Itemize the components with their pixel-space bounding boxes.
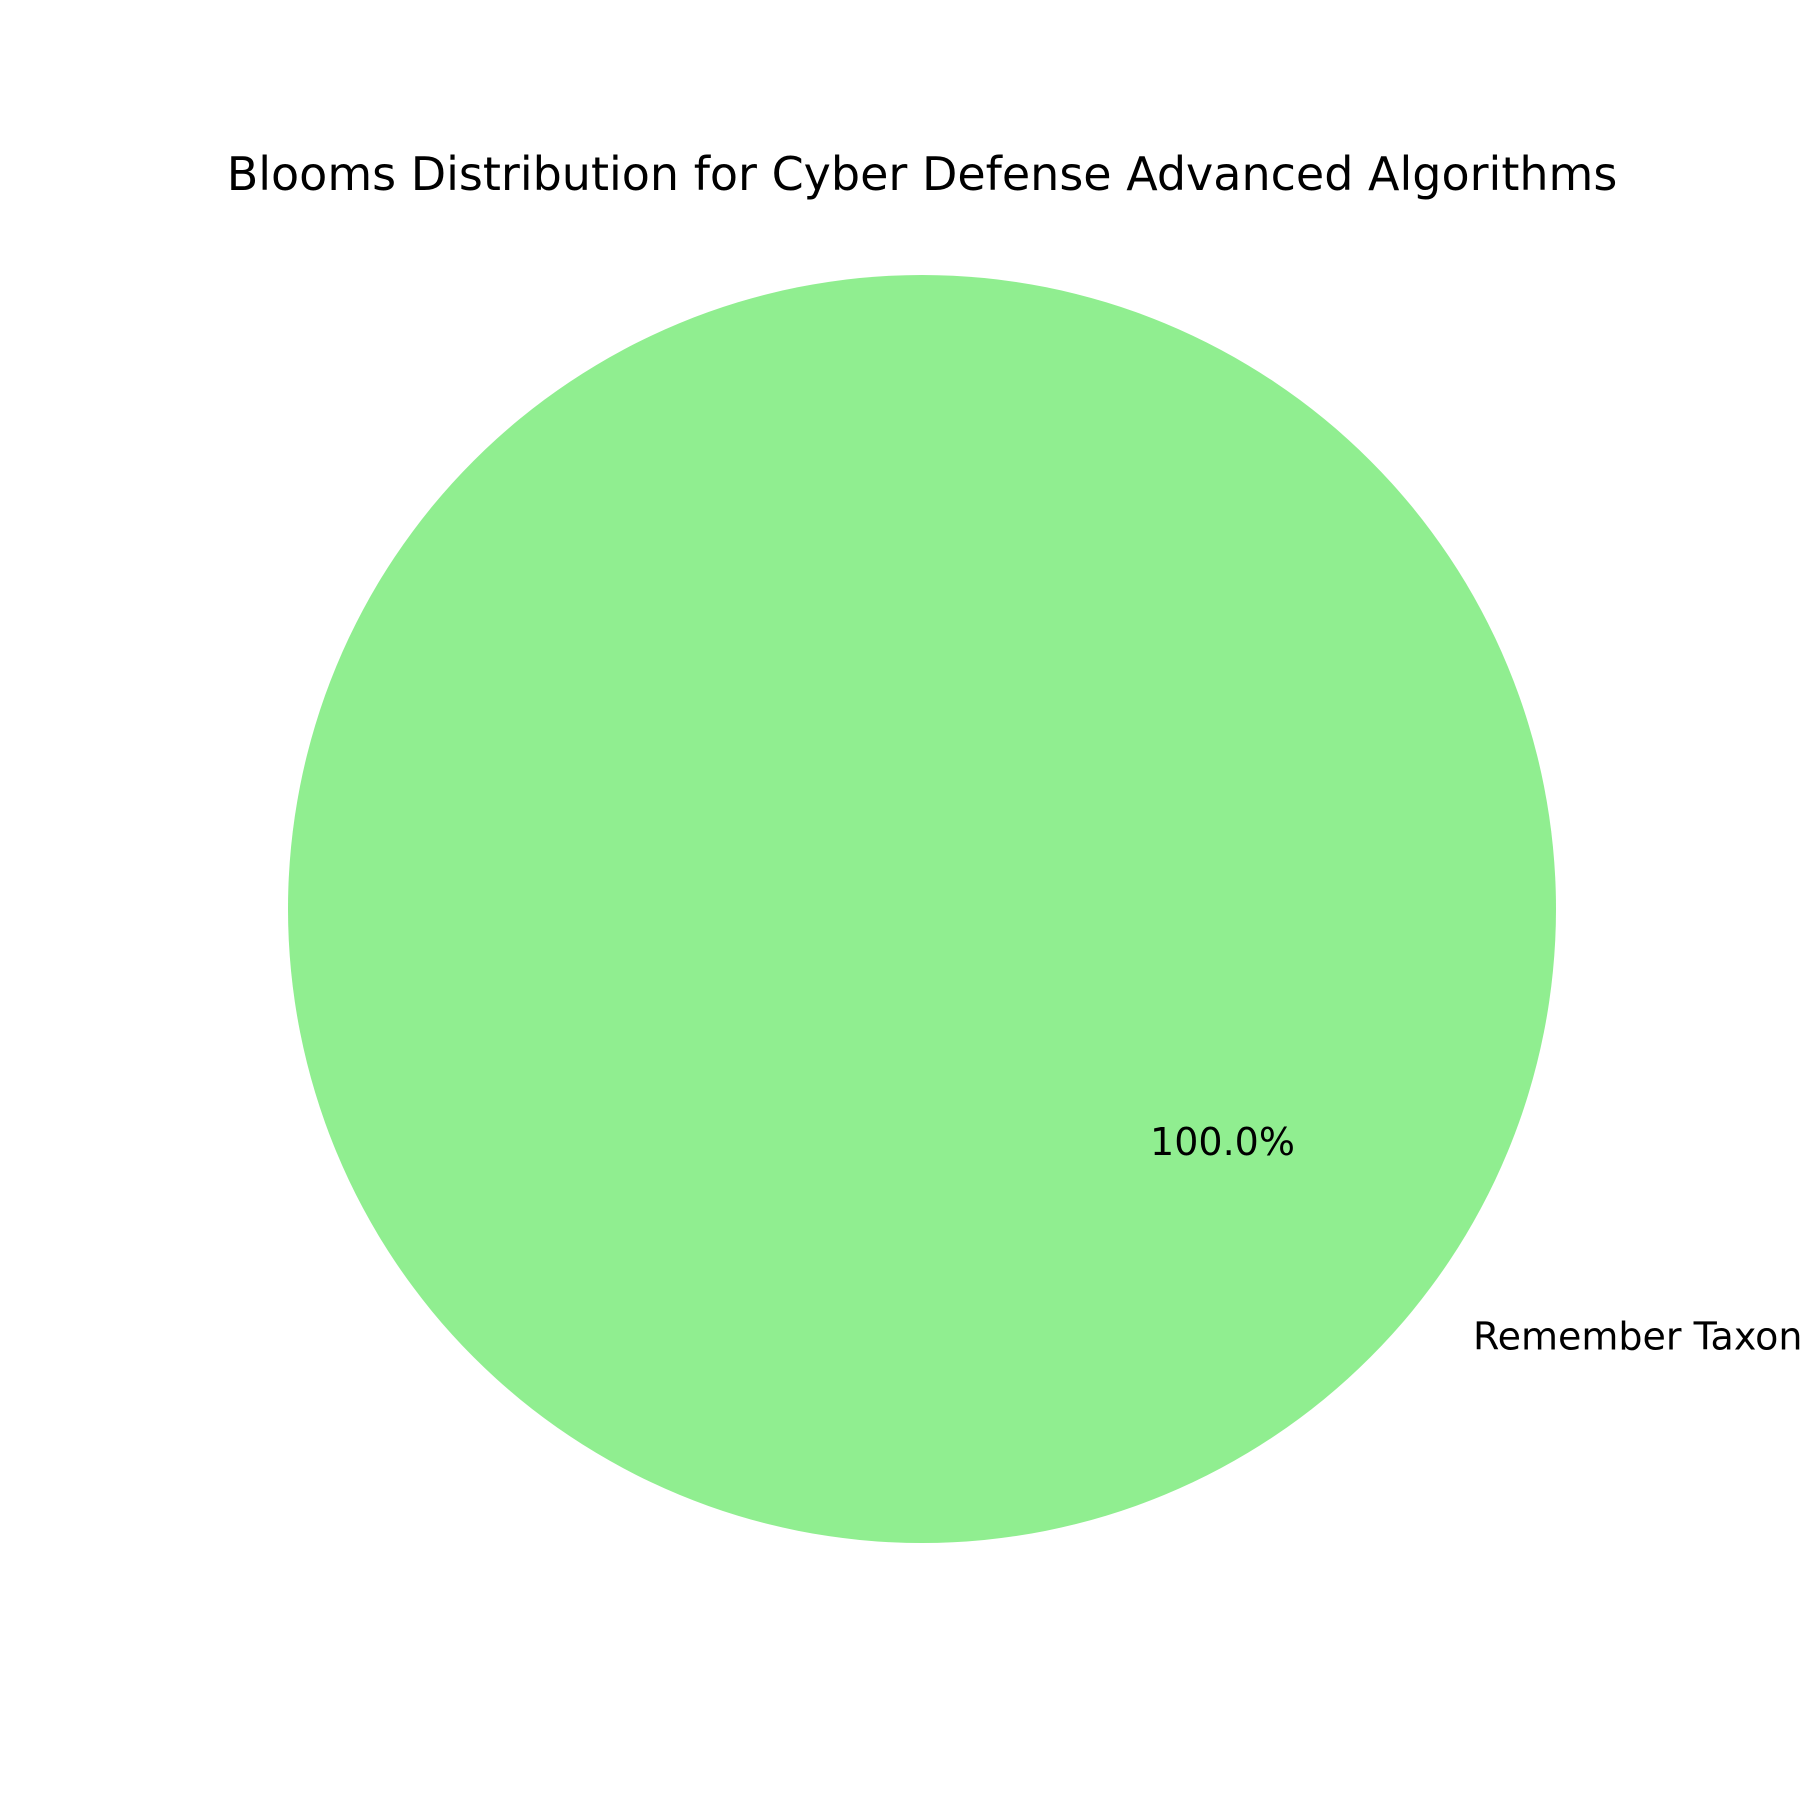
- slice-percent-label: 100.0%: [1150, 1120, 1295, 1164]
- slice-label: Remember Taxonomy: [1473, 1315, 1800, 1359]
- pie-slice: [288, 275, 1556, 1543]
- pie-labels: Remember Taxonomy 100.0%: [1150, 1120, 1800, 1358]
- chart-title: Blooms Distribution for Cyber Defense Ad…: [227, 147, 1618, 201]
- pie-slices: [288, 275, 1556, 1543]
